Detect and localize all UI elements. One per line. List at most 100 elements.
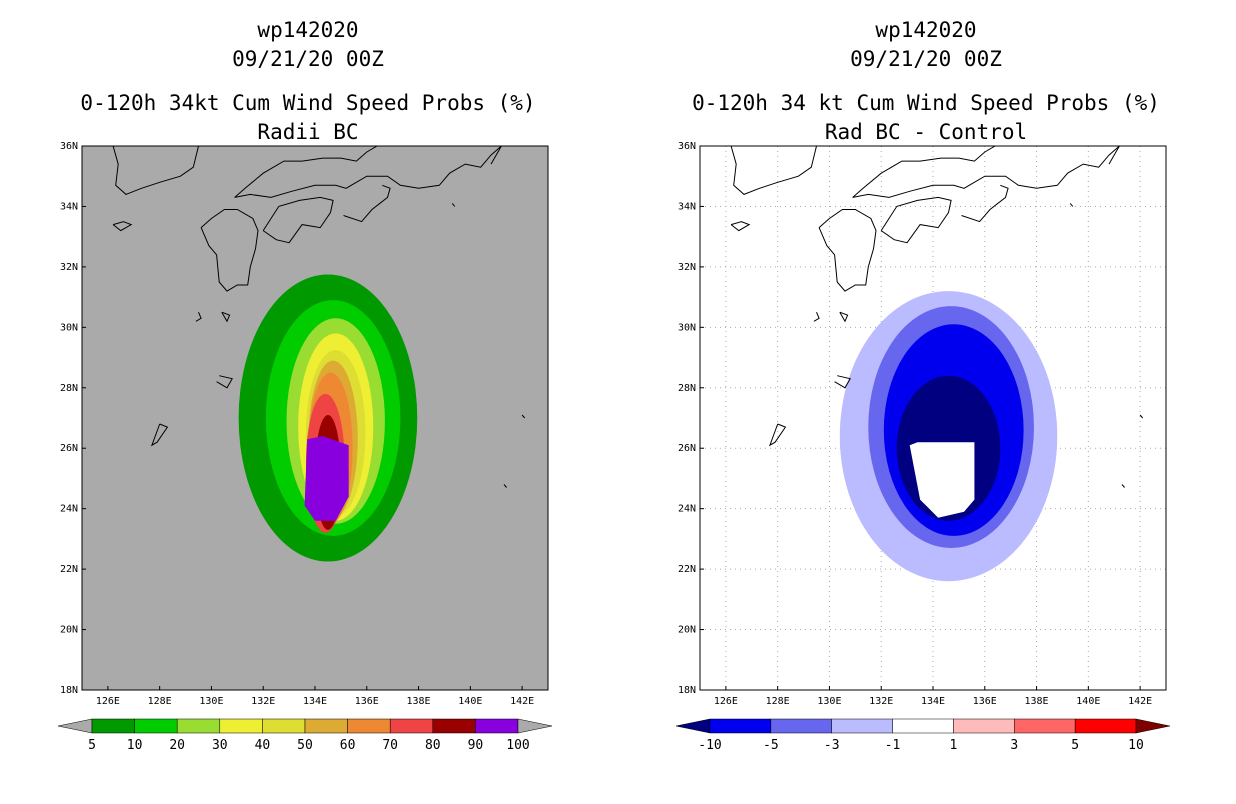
colorbar-swatch	[475, 718, 519, 734]
coastline-1	[234, 146, 502, 198]
colorbar-label: 90	[468, 738, 484, 753]
x-tick-label: 136E	[973, 696, 997, 707]
x-tick-label: 134E	[921, 696, 945, 707]
contour--1-to-1	[909, 442, 975, 518]
x-tick-label: 140E	[1076, 696, 1100, 707]
colorbar-swatch	[347, 718, 391, 734]
colorbar-label: 100	[506, 738, 529, 753]
x-tick-label: 136E	[355, 696, 379, 707]
colorbar-label: 5	[88, 738, 96, 753]
colorbar-swatch	[262, 718, 306, 734]
colorbar-swatch	[91, 718, 135, 734]
y-tick-label: 36N	[60, 141, 78, 152]
y-tick-label: 22N	[678, 564, 696, 575]
colorbar-high-arrow	[1135, 718, 1171, 734]
colorbar-label: 30	[212, 738, 228, 753]
coastline-4	[880, 196, 952, 244]
colorbar-swatch	[1074, 718, 1137, 734]
colorbar-swatch	[176, 718, 221, 734]
coastline-12	[490, 146, 502, 165]
x-tick-label: 138E	[1025, 696, 1049, 707]
colorbar-label: -10	[698, 738, 721, 753]
coastline-6	[730, 146, 817, 195]
coastline-12	[1108, 146, 1120, 165]
coastline-11	[221, 311, 231, 323]
x-tick-label: 140E	[458, 696, 482, 707]
colorbar-label: 50	[297, 738, 313, 753]
coastline-13	[1069, 203, 1074, 207]
colorbar-label: 10	[1128, 738, 1144, 753]
coastline-16	[1121, 484, 1125, 488]
x-tick-label: 130E	[199, 696, 223, 707]
y-tick-label: 18N	[678, 685, 696, 696]
colorbar-low-arrow	[57, 718, 93, 734]
coastline-2	[852, 146, 996, 198]
colorbar-swatch	[770, 718, 832, 734]
colorbar-label: 70	[382, 738, 398, 753]
coastline-10	[195, 312, 202, 322]
y-tick-label: 18N	[60, 685, 78, 696]
y-tick-label: 32N	[60, 262, 78, 273]
y-tick-label: 34N	[678, 201, 696, 212]
colorbar-swatch	[892, 718, 954, 734]
chart-title-line-3: 0-120h 34 kt Cum Wind Speed Probs (%)	[692, 91, 1160, 115]
y-tick-label: 36N	[678, 141, 696, 152]
y-tick-label: 26N	[678, 443, 696, 454]
x-tick-label: 142E	[510, 696, 534, 707]
coastline-3	[818, 209, 877, 292]
chart-title-line-4: Radii BC	[257, 120, 358, 144]
chart-title-line-2: 09/21/20 00Z	[850, 47, 1002, 71]
coastline-6	[112, 146, 199, 195]
colorbar-swatch	[831, 718, 893, 734]
colorbar-label: 1	[950, 738, 958, 753]
coastline-5	[961, 184, 1009, 223]
colorbar: 5 10 20 30 40 50 60 70 80 90 100	[57, 718, 553, 753]
chart-title-line-2: 09/21/20 00Z	[232, 47, 384, 71]
y-tick-label: 28N	[678, 383, 696, 394]
colorbar-swatch	[953, 718, 1015, 734]
chart-title-line-1: wp142020	[875, 18, 976, 42]
colorbar-label: 60	[340, 738, 356, 753]
coastline-15	[1139, 414, 1144, 419]
colorbar-low-arrow	[675, 718, 711, 734]
colorbar-swatch	[304, 718, 348, 734]
coastline-9	[150, 423, 169, 447]
y-tick-label: 30N	[60, 322, 78, 333]
colorbar: -10 -5 -3 -1 1 3 5 10	[675, 718, 1171, 753]
chart-title-line-1: wp142020	[257, 18, 358, 42]
y-tick-label: 26N	[60, 443, 78, 454]
coastline-10	[813, 312, 820, 322]
colorbar-swatch	[1014, 718, 1076, 734]
y-tick-label: 24N	[678, 504, 696, 515]
coastline-5	[343, 184, 391, 223]
coastline-15	[521, 414, 526, 419]
x-tick-label: 128E	[148, 696, 172, 707]
chart-title-line-4: Rad BC - Control	[825, 120, 1027, 144]
x-tick-label: 132E	[869, 696, 893, 707]
coastline-16	[503, 484, 507, 488]
coastline-1	[852, 146, 1120, 198]
coastline-14	[679, 497, 682, 500]
coastline-14	[61, 497, 64, 500]
colorbar-label: 5	[1071, 738, 1079, 753]
colorbar-swatch	[219, 718, 263, 734]
x-tick-label: 132E	[251, 696, 275, 707]
panel-2: wp142020 09/21/20 00Z 0-120h 34 kt Cum Win…	[675, 18, 1171, 753]
y-tick-label: 32N	[678, 262, 696, 273]
colorbar-label: 40	[255, 738, 271, 753]
x-tick-label: 134E	[303, 696, 327, 707]
y-tick-label: 20N	[60, 625, 78, 636]
coastline-11	[839, 311, 849, 323]
y-tick-label: 24N	[60, 504, 78, 515]
coastline-8	[216, 375, 233, 389]
y-tick-label: 30N	[678, 322, 696, 333]
colorbar-swatch	[432, 718, 476, 734]
colorbar-high-arrow	[517, 718, 553, 734]
contour-90-100	[304, 436, 349, 521]
panel-1: wp142020 09/21/20 00Z 0-120h 34kt Cum Wind…	[57, 18, 553, 753]
coastline-7	[112, 221, 133, 232]
y-tick-label: 20N	[678, 625, 696, 636]
colorbar-swatch	[389, 718, 434, 734]
